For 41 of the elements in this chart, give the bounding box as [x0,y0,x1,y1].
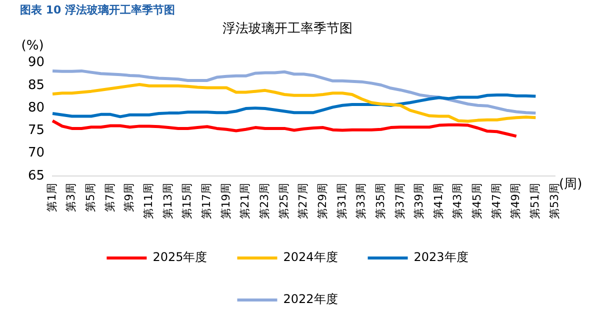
x-tick-label: 第17周 [200,183,214,220]
x-tick-label: 第33周 [354,183,368,220]
x-tick-label: 第1周 [45,183,58,212]
x-tick-label: 第11周 [142,183,156,220]
x-tick-label: 第23周 [258,183,271,220]
x-tick-label: 第3周 [64,183,78,212]
x-tick-label: 第35周 [374,183,387,220]
x-tick-label: 第29周 [316,183,329,220]
legend-label: 2025年度 [152,250,208,264]
x-tick-label: 第43周 [451,183,464,220]
x-tick-label: 第37周 [393,183,406,220]
chart-title: 图表 10 浮法玻璃开工率季节图 [20,3,175,16]
legend-label: 2022年度 [283,292,338,306]
chart-subtitle: 浮法玻璃开工率季节图 [222,20,352,36]
x-tick-label: 第7周 [103,183,116,212]
x-tick-label: 第47周 [490,183,503,220]
x-tick-label: 第39周 [412,183,426,220]
y-axis-title: (%) [21,38,44,54]
x-tick-label: 第31周 [335,183,348,220]
y-tick-label: 65 [28,168,45,184]
x-tick-label: 第27周 [296,183,310,220]
x-tick-label: 第21周 [238,183,252,220]
x-tick-label: 第51周 [528,183,542,220]
x-tick-label: 第49周 [509,183,522,220]
y-tick-label: 90 [28,55,45,70]
y-tick-label: 80 [28,100,45,116]
x-tick-label: 第15周 [180,183,194,220]
y-tick-label: 75 [28,123,45,138]
x-axis-title: (周) [559,176,582,192]
legend-label: 2023年度 [414,250,468,264]
y-tick-label: 70 [28,146,45,161]
x-tick-label: 第53周 [548,183,561,220]
x-tick-label: 第45周 [470,183,484,220]
x-tick-label: 第19周 [219,183,232,220]
x-tick-label: 第41周 [432,183,445,220]
legend-label: 2024年度 [283,250,338,264]
x-tick-label: 第13周 [161,183,174,220]
x-tick-label: 第5周 [84,183,98,212]
x-tick-label: 第9周 [122,183,136,212]
x-tick-label: 第25周 [277,183,290,220]
y-tick-label: 85 [28,78,45,93]
